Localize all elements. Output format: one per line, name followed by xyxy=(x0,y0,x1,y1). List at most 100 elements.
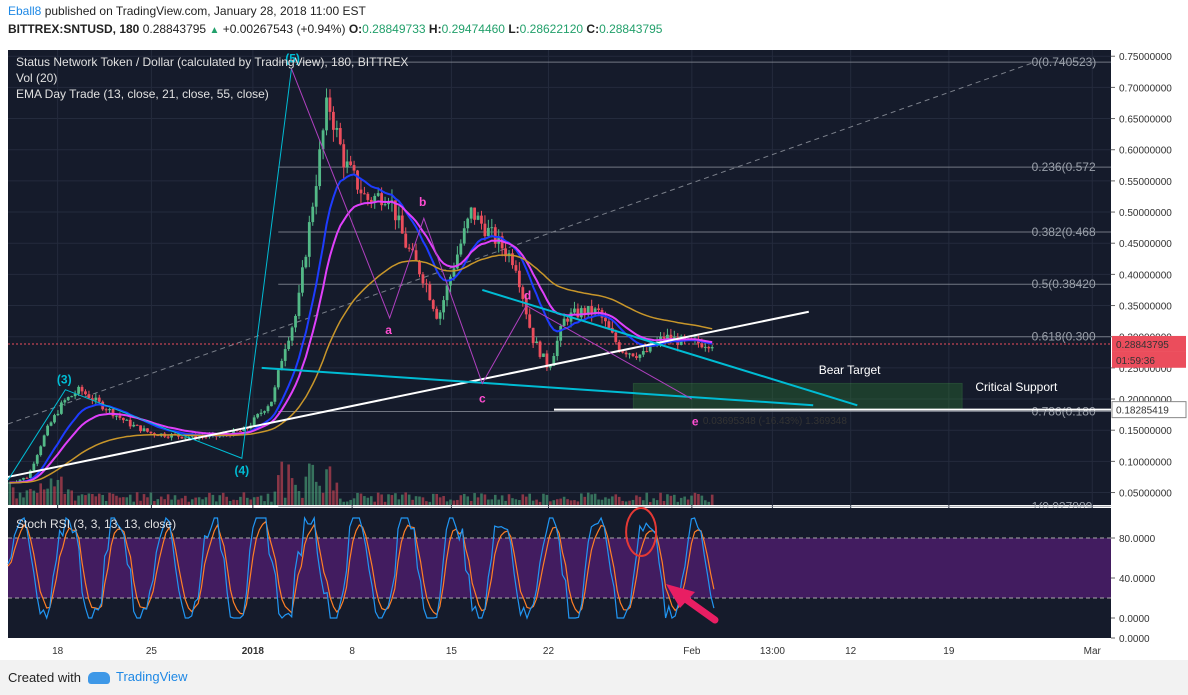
volume-bar xyxy=(686,499,690,505)
candle-body xyxy=(442,300,446,313)
volume-bar xyxy=(283,497,287,505)
price-tag xyxy=(1112,335,1186,352)
candle-body xyxy=(445,285,449,301)
change-value: +0.00267543 (+0.94%) xyxy=(222,22,346,36)
publish-line: Eball8 published on TradingView.com, Jan… xyxy=(8,4,366,18)
volume-bar xyxy=(325,469,328,505)
volume-bar xyxy=(60,476,63,505)
candle-body xyxy=(63,400,67,403)
price-pane[interactable] xyxy=(8,50,1111,505)
volume-bar xyxy=(466,496,470,505)
candle-body xyxy=(548,365,552,368)
candle-body xyxy=(128,419,132,427)
candlesticks xyxy=(8,88,714,484)
candle-body xyxy=(70,396,74,398)
volume-bar xyxy=(363,496,366,505)
volume-bar xyxy=(146,497,149,505)
y-tick-label: 0.10000000 xyxy=(1119,457,1172,468)
impulse-wave-line xyxy=(7,68,292,481)
volume-bar xyxy=(394,493,397,505)
candle-body xyxy=(239,431,242,433)
volume-bar xyxy=(32,490,36,505)
candle-body xyxy=(617,342,621,352)
ema-legend: EMA Day Trade (13, close, 21, close, 55,… xyxy=(16,87,269,101)
volume-bar xyxy=(483,494,487,505)
candle-body xyxy=(635,356,638,358)
volume-bar xyxy=(15,498,18,505)
volume-bar xyxy=(704,500,707,505)
volume-bar xyxy=(270,501,273,505)
candle-body xyxy=(142,428,146,432)
volume-bar xyxy=(452,500,456,505)
last-price: 0.28843795 xyxy=(142,22,207,36)
candle-body xyxy=(139,425,142,432)
candle-body xyxy=(373,195,377,202)
wave-label: d xyxy=(524,289,531,303)
y-tick-label: 0.35000000 xyxy=(1119,302,1172,313)
candle-body xyxy=(562,318,566,326)
volume-bar xyxy=(338,498,342,505)
candle-body xyxy=(84,391,87,395)
candle-body xyxy=(614,332,618,343)
volume-bar xyxy=(35,492,39,505)
volume-bar xyxy=(132,501,135,505)
volume-bar xyxy=(39,483,43,505)
volume-bar xyxy=(369,496,373,505)
upper-wedge-line xyxy=(481,289,858,407)
volume-bar xyxy=(201,499,204,505)
volume-bar xyxy=(655,500,659,505)
candle-body xyxy=(583,308,587,315)
y-tick-label: 0.20000000 xyxy=(1119,395,1172,406)
price-tags: 0.28843795 01:59:36 0.18285419 xyxy=(1111,335,1187,419)
x-tick-label: 22 xyxy=(543,646,555,657)
volume-bar xyxy=(700,495,704,505)
volume-bar xyxy=(669,495,673,505)
tradingview-logo[interactable]: TradingView xyxy=(88,669,188,684)
y-tick-label: 0.05000000 xyxy=(1119,489,1172,500)
correction-wave-line xyxy=(291,68,693,400)
candle-body xyxy=(555,340,559,357)
volume-bar xyxy=(666,494,669,505)
candle-body xyxy=(459,243,463,255)
candle-body xyxy=(53,415,56,423)
candle-body xyxy=(493,227,497,244)
volume-bar xyxy=(621,500,624,505)
candle-body xyxy=(593,308,597,315)
fib-label: 0.5(0.38420 xyxy=(1032,277,1096,291)
time-axis[interactable] xyxy=(0,640,1111,660)
price-tag-label: 0.28843795 xyxy=(1116,340,1169,351)
volume-bar xyxy=(190,499,194,505)
ema-lines xyxy=(9,173,713,484)
candle-body xyxy=(638,354,642,358)
volume-bar xyxy=(645,492,649,505)
candle-body xyxy=(466,218,470,229)
candle-body xyxy=(42,435,46,447)
candle-body xyxy=(624,352,628,355)
volume-bar xyxy=(586,492,590,505)
volume-bar xyxy=(256,496,259,505)
volume-bar xyxy=(122,497,125,505)
candle-body xyxy=(146,428,149,432)
volume-bar xyxy=(246,497,249,505)
volume-bar xyxy=(177,499,180,505)
volume-bar xyxy=(70,490,74,505)
candle-body xyxy=(276,370,280,388)
chart-area[interactable]: 0(0.740523) 0.236(0.572 0.382(0.468 0.5(0.3… xyxy=(0,42,1188,660)
candle-body xyxy=(304,256,308,268)
candle-body xyxy=(579,308,583,318)
candle-body xyxy=(469,207,473,219)
candle-body xyxy=(49,422,53,426)
candle-body xyxy=(270,401,273,407)
volume-bar xyxy=(366,497,370,505)
author-link[interactable]: Eball8 xyxy=(8,4,42,18)
volume-bar xyxy=(583,496,587,505)
volume-bar xyxy=(156,499,160,505)
candle-body xyxy=(108,408,111,411)
candle-body xyxy=(531,327,535,344)
volume-bar xyxy=(642,500,645,505)
published-text: published on TradingView.com, January 28… xyxy=(44,4,366,18)
volume-bar xyxy=(108,492,111,505)
volume-bar xyxy=(514,499,518,505)
x-tick-label: 18 xyxy=(52,646,64,657)
volume-bar xyxy=(352,498,356,505)
